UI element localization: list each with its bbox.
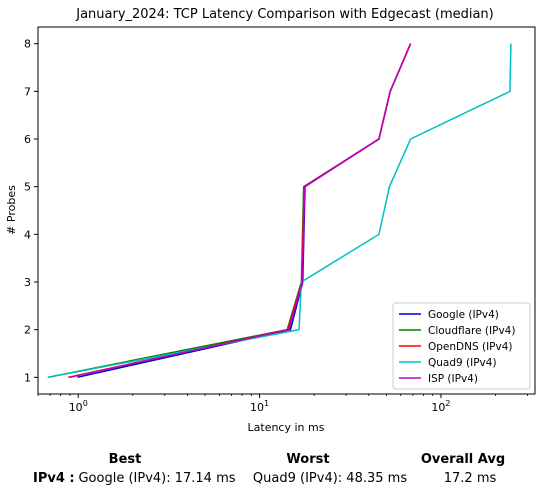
x-tick-label: 102 bbox=[431, 399, 450, 414]
worst-header: Worst bbox=[286, 452, 329, 467]
legend: Google (IPv4) Cloudflare (IPv4) OpenDNS (I… bbox=[393, 303, 530, 389]
legend-label: Quad9 (IPv4) bbox=[428, 357, 497, 369]
series-line-isp-ipv4 bbox=[70, 44, 411, 378]
ipv4-row-label: IPv4 : bbox=[33, 471, 75, 486]
summary-table: Best Worst Overall Avg IPv4 : Google (IP… bbox=[0, 446, 541, 496]
legend-label: OpenDNS (IPv4) bbox=[428, 341, 513, 353]
series-line-opendns-ipv4 bbox=[68, 44, 410, 378]
x-tick-label: 100 bbox=[69, 399, 88, 414]
series-line-cloudflare-ipv4 bbox=[48, 44, 411, 378]
y-tick-label: 7 bbox=[24, 85, 31, 98]
x-tick-label: 101 bbox=[250, 399, 269, 414]
y-tick-label: 5 bbox=[24, 181, 31, 194]
legend-label: Cloudflare (IPv4) bbox=[428, 325, 515, 337]
y-tick-label: 1 bbox=[24, 371, 31, 384]
avg-header: Overall Avg bbox=[421, 452, 505, 467]
y-tick-label: 2 bbox=[24, 324, 31, 337]
legend-label: Google (IPv4) bbox=[428, 309, 499, 321]
y-tick-label: 6 bbox=[24, 133, 31, 146]
latency-chart: January_2024: TCP Latency Comparison wit… bbox=[0, 0, 541, 446]
y-tick-label: 8 bbox=[24, 38, 31, 51]
legend-label: ISP (IPv4) bbox=[428, 373, 478, 385]
best-value: Google (IPv4): 17.14 ms bbox=[78, 471, 235, 486]
avg-value: 17.2 ms bbox=[444, 471, 497, 486]
y-axis-label: # Probes bbox=[5, 185, 18, 235]
best-header: Best bbox=[109, 452, 142, 467]
series-line-google-ipv4 bbox=[77, 44, 410, 378]
y-tick-label: 4 bbox=[24, 228, 31, 241]
worst-value: Quad9 (IPv4): 48.35 ms bbox=[253, 471, 407, 486]
y-tick-label: 3 bbox=[24, 276, 31, 289]
chart-title: January_2024: TCP Latency Comparison wit… bbox=[75, 7, 494, 22]
x-axis-label: Latency in ms bbox=[248, 421, 325, 434]
